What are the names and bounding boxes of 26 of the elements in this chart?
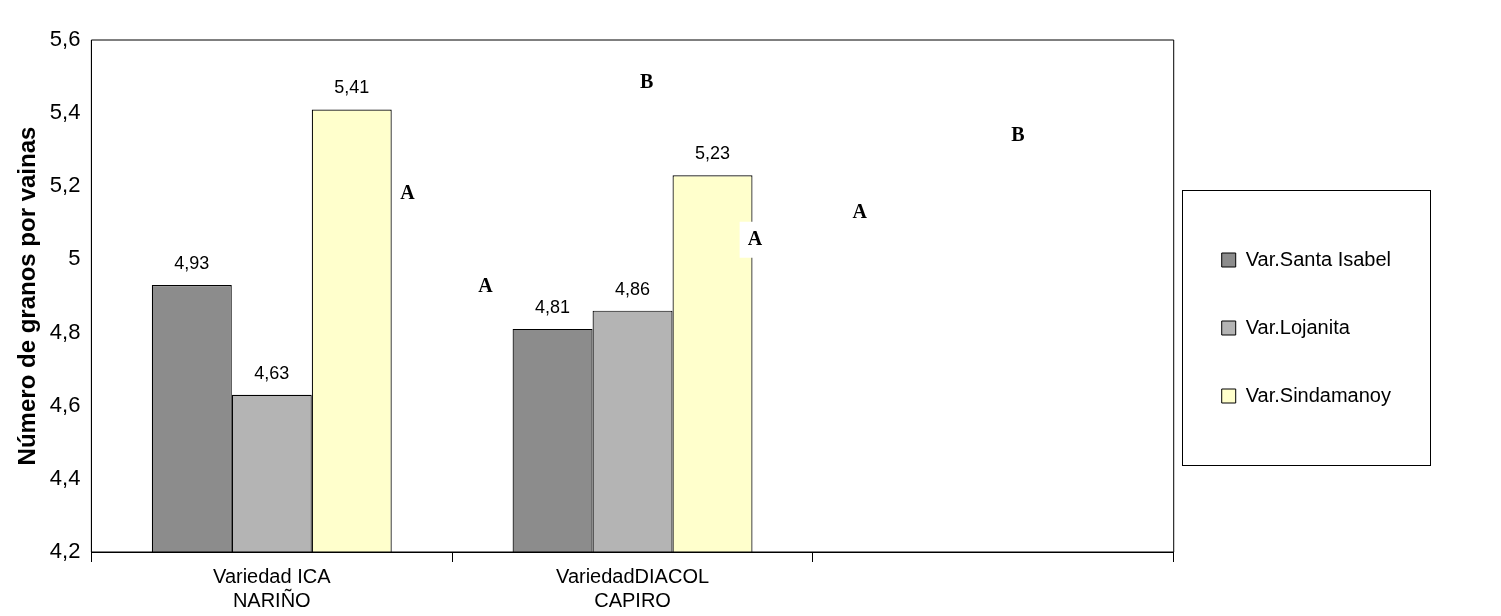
annotation: A	[747, 226, 763, 249]
data-label: 4,93	[174, 253, 210, 273]
y-tick-label: 5,2	[49, 172, 81, 198]
annotation: B	[639, 70, 654, 93]
y-tick-label: 5,6	[49, 26, 81, 52]
data-label: 4,63	[254, 362, 290, 383]
data-label: 4,81	[535, 296, 571, 317]
data-label: 4,86	[615, 278, 651, 299]
data-label: 5,23	[695, 143, 731, 164]
x-tick-label: Variedad ICA NARIÑO	[213, 564, 332, 611]
legend-label: Var.Santa Isabel	[1245, 247, 1392, 270]
y-tick-label: 4,2	[49, 538, 81, 564]
annotation: A	[400, 180, 416, 203]
annotation: A	[852, 200, 868, 223]
y-tick-label: 4,8	[49, 318, 81, 344]
y-tick-label: 5,4	[49, 99, 81, 125]
x-tick-label: VariedadDIACOL CAPIRO	[556, 564, 710, 611]
annotation: A	[478, 274, 494, 297]
legend-label: Var.Lojanita	[1245, 315, 1351, 338]
y-tick-label: 4,6	[49, 391, 81, 417]
y-axis-title: Número de granos por vainas	[13, 126, 41, 466]
annotation: B	[1011, 123, 1025, 146]
legend-label: Var.Sindamanoy	[1245, 383, 1391, 406]
y-tick-label: 4,4	[49, 464, 81, 490]
data-label: 5,41	[334, 77, 370, 98]
y-tick-label: 5	[68, 245, 81, 271]
